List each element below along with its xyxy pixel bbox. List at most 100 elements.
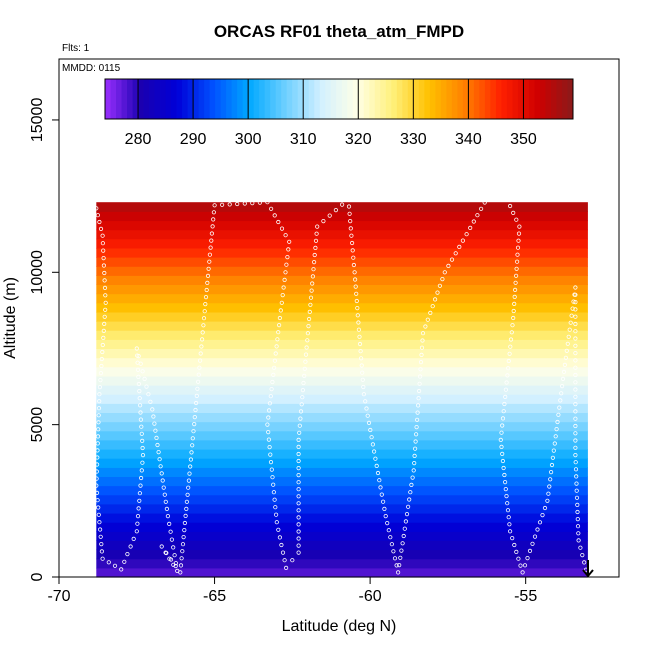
colorbar-swatch [248,79,255,119]
track-point [312,252,317,258]
track-point [392,556,398,561]
track-point [209,231,214,236]
track-point [346,204,352,209]
colorbar-swatch [160,79,166,119]
track-point [506,358,511,364]
track-point [94,469,99,474]
track-point [102,321,107,326]
x-tick-label: -65 [203,588,226,605]
track-point [553,434,558,439]
track-point [282,558,287,563]
track-point [417,374,423,379]
field-band [96,311,588,322]
track-point [198,351,203,356]
colorbar-swatch [407,79,414,119]
track-point [307,309,312,314]
track-point [530,541,535,546]
track-point [172,553,177,558]
track-point [557,405,562,410]
track-point [267,401,272,406]
track-point [554,426,559,432]
colorbar-swatch [209,79,216,119]
colorbar: 280 290 300 310 320 330 340 350 [104,78,574,148]
track-point [100,233,105,238]
track-point [209,238,214,243]
colorbar-swatch [215,79,222,119]
track-point [575,524,581,529]
track-point [499,430,504,435]
track-point [348,219,353,224]
track-point [560,376,566,381]
track-point [430,304,435,309]
track-point [575,516,580,522]
y-tick-label: 0 [29,572,46,581]
track-point [276,330,281,335]
colorbar-swatch [264,79,271,119]
field-band [96,494,588,505]
track-point [348,226,353,231]
track-point [95,213,101,218]
track-point [573,423,578,429]
track-point [203,294,209,300]
track-point [95,448,100,453]
track-point [100,556,105,561]
track-point [98,527,103,532]
track-point [97,520,102,525]
field-band [96,266,588,276]
colorbar-swatch [204,79,211,119]
colorbar-swatch [231,79,238,119]
track-point [360,377,365,382]
track-point [580,552,585,558]
track-point [274,344,279,349]
track-point [310,281,315,286]
colorbar-swatch [462,79,469,119]
track-point [135,521,140,526]
track-point [516,231,522,236]
track-point [460,238,465,243]
track-point [274,520,279,525]
track-point [550,455,556,460]
track-point [296,508,301,513]
colorbar-swatch [567,79,574,119]
track-point [440,276,445,282]
track-point [573,285,578,290]
track-point [286,247,291,252]
track-point [566,334,571,339]
track-point [514,549,519,555]
track-point [100,241,106,246]
track-point [212,203,217,208]
colorbar-swatch [358,79,365,119]
track-point [573,409,578,414]
colorbar-swatch [347,79,354,119]
track-point [296,522,301,527]
track-point [313,238,319,243]
field-band [96,467,588,477]
track-point [164,506,169,511]
track-point [296,487,301,492]
track-point [499,444,504,449]
colorbar-swatch [116,79,122,119]
track-point [137,396,142,401]
track-point [514,266,519,271]
track-point [95,462,100,467]
field-band [96,531,588,541]
track-point [265,422,270,427]
track-point [101,263,107,268]
track-point [195,386,200,391]
track-point [204,287,209,293]
track-point [402,526,407,531]
colorbar-swatch [380,79,387,119]
track-point [420,331,426,336]
track-point [140,369,145,374]
track-point [418,367,423,372]
track-point [272,358,277,363]
track-point [371,449,377,454]
track-point [360,370,365,375]
track-point [194,393,199,398]
track-point [164,550,169,556]
track-point [573,445,578,450]
track-point [298,416,303,421]
track-point [516,238,521,243]
track-point [351,255,356,260]
track-point [102,314,107,319]
